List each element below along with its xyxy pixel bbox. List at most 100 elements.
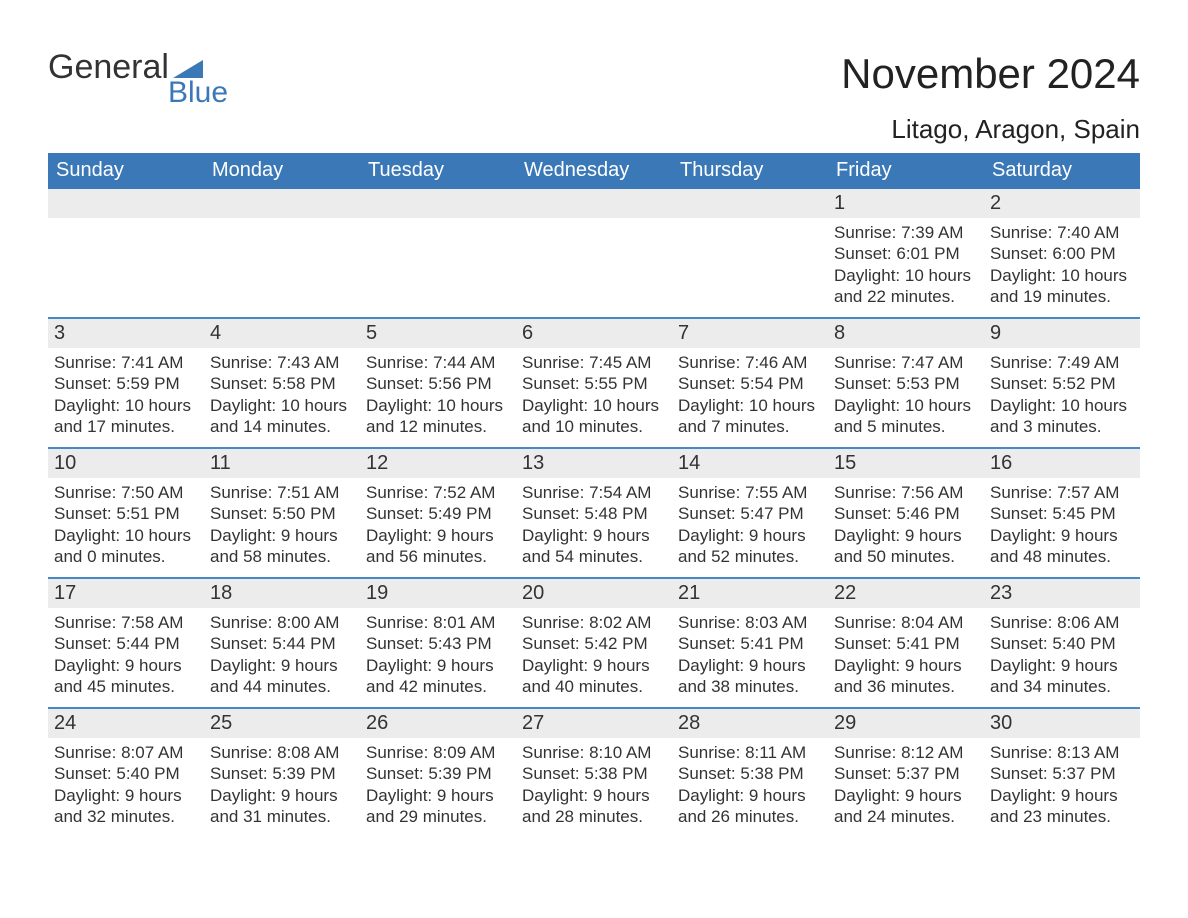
- daylight-line1: Daylight: 10 hours: [210, 395, 360, 416]
- day-details: Sunrise: 7:55 AMSunset: 5:47 PMDaylight:…: [672, 478, 828, 577]
- daylight-line2: and 52 minutes.: [678, 546, 828, 567]
- daylight-line2: and 36 minutes.: [834, 676, 984, 697]
- daylight-line2: and 10 minutes.: [522, 416, 672, 437]
- daylight-line1: Daylight: 10 hours: [834, 265, 984, 286]
- daylight-line1: Daylight: 9 hours: [54, 785, 204, 806]
- day-details: Sunrise: 8:07 AMSunset: 5:40 PMDaylight:…: [48, 738, 204, 837]
- daylight-line2: and 45 minutes.: [54, 676, 204, 697]
- sunrise-line: Sunrise: 7:44 AM: [366, 352, 516, 373]
- day-number: 30: [984, 709, 1140, 738]
- weeks-container: 12Sunrise: 7:39 AMSunset: 6:01 PMDayligh…: [48, 189, 1140, 837]
- sunset-line: Sunset: 5:40 PM: [990, 633, 1140, 654]
- day-details: Sunrise: 7:45 AMSunset: 5:55 PMDaylight:…: [516, 348, 672, 447]
- sunset-line: Sunset: 5:37 PM: [834, 763, 984, 784]
- sunset-line: Sunset: 5:59 PM: [54, 373, 204, 394]
- sunset-line: Sunset: 5:37 PM: [990, 763, 1140, 784]
- daylight-line2: and 26 minutes.: [678, 806, 828, 827]
- daylight-line2: and 34 minutes.: [990, 676, 1140, 697]
- daynum-bar: 24252627282930: [48, 709, 1140, 738]
- sunset-line: Sunset: 5:38 PM: [678, 763, 828, 784]
- sunset-line: Sunset: 5:55 PM: [522, 373, 672, 394]
- daynum-bar: 3456789: [48, 319, 1140, 348]
- sunset-line: Sunset: 5:39 PM: [366, 763, 516, 784]
- day-details: Sunrise: 7:57 AMSunset: 5:45 PMDaylight:…: [984, 478, 1140, 577]
- sunset-line: Sunset: 5:40 PM: [54, 763, 204, 784]
- daylight-line1: Daylight: 9 hours: [990, 655, 1140, 676]
- day-details: Sunrise: 7:49 AMSunset: 5:52 PMDaylight:…: [984, 348, 1140, 447]
- sunrise-line: Sunrise: 7:41 AM: [54, 352, 204, 373]
- day-number: 3: [48, 319, 204, 348]
- day-details: Sunrise: 7:47 AMSunset: 5:53 PMDaylight:…: [828, 348, 984, 447]
- dow-cell: Thursday: [672, 153, 828, 189]
- day-details: Sunrise: 7:51 AMSunset: 5:50 PMDaylight:…: [204, 478, 360, 577]
- day-number: 7: [672, 319, 828, 348]
- daylight-line1: Daylight: 10 hours: [678, 395, 828, 416]
- day-number: 11: [204, 449, 360, 478]
- week-row: 24252627282930Sunrise: 8:07 AMSunset: 5:…: [48, 707, 1140, 837]
- sunset-line: Sunset: 6:00 PM: [990, 243, 1140, 264]
- daylight-line1: Daylight: 9 hours: [54, 655, 204, 676]
- sunset-line: Sunset: 5:46 PM: [834, 503, 984, 524]
- day-of-week-header: SundayMondayTuesdayWednesdayThursdayFrid…: [48, 153, 1140, 189]
- details-bar: Sunrise: 8:07 AMSunset: 5:40 PMDaylight:…: [48, 738, 1140, 837]
- day-number: 16: [984, 449, 1140, 478]
- daylight-line1: Daylight: 10 hours: [54, 525, 204, 546]
- brand-logo: General Blue: [48, 50, 228, 108]
- title-block: November 2024 Litago, Aragon, Spain: [841, 50, 1140, 145]
- sunset-line: Sunset: 5:44 PM: [210, 633, 360, 654]
- sunrise-line: Sunrise: 8:11 AM: [678, 742, 828, 763]
- daynum-bar: 10111213141516: [48, 449, 1140, 478]
- day-number: [48, 189, 204, 218]
- day-details: Sunrise: 8:11 AMSunset: 5:38 PMDaylight:…: [672, 738, 828, 837]
- sunset-line: Sunset: 5:52 PM: [990, 373, 1140, 394]
- sunrise-line: Sunrise: 7:50 AM: [54, 482, 204, 503]
- dow-cell: Friday: [828, 153, 984, 189]
- sunset-line: Sunset: 5:47 PM: [678, 503, 828, 524]
- daylight-line2: and 42 minutes.: [366, 676, 516, 697]
- daylight-line1: Daylight: 9 hours: [522, 655, 672, 676]
- day-details: Sunrise: 7:43 AMSunset: 5:58 PMDaylight:…: [204, 348, 360, 447]
- sunrise-line: Sunrise: 7:49 AM: [990, 352, 1140, 373]
- daylight-line1: Daylight: 10 hours: [834, 395, 984, 416]
- sunrise-line: Sunrise: 7:57 AM: [990, 482, 1140, 503]
- day-number: 27: [516, 709, 672, 738]
- daylight-line1: Daylight: 9 hours: [210, 785, 360, 806]
- day-number: 26: [360, 709, 516, 738]
- sunrise-line: Sunrise: 7:39 AM: [834, 222, 984, 243]
- day-number: 14: [672, 449, 828, 478]
- sunset-line: Sunset: 5:39 PM: [210, 763, 360, 784]
- sunrise-line: Sunrise: 7:45 AM: [522, 352, 672, 373]
- day-number: [360, 189, 516, 218]
- daylight-line2: and 7 minutes.: [678, 416, 828, 437]
- sunrise-line: Sunrise: 7:47 AM: [834, 352, 984, 373]
- daylight-line2: and 48 minutes.: [990, 546, 1140, 567]
- sunrise-line: Sunrise: 8:12 AM: [834, 742, 984, 763]
- day-number: 29: [828, 709, 984, 738]
- daylight-line2: and 31 minutes.: [210, 806, 360, 827]
- day-details: [672, 218, 828, 317]
- sunset-line: Sunset: 5:38 PM: [522, 763, 672, 784]
- brand-name-part2: Blue: [168, 78, 228, 108]
- daylight-line2: and 17 minutes.: [54, 416, 204, 437]
- details-bar: Sunrise: 7:58 AMSunset: 5:44 PMDaylight:…: [48, 608, 1140, 707]
- day-details: Sunrise: 8:00 AMSunset: 5:44 PMDaylight:…: [204, 608, 360, 707]
- sunrise-line: Sunrise: 8:04 AM: [834, 612, 984, 633]
- day-details: Sunrise: 7:50 AMSunset: 5:51 PMDaylight:…: [48, 478, 204, 577]
- sunrise-line: Sunrise: 7:46 AM: [678, 352, 828, 373]
- daylight-line2: and 19 minutes.: [990, 286, 1140, 307]
- daylight-line1: Daylight: 9 hours: [210, 655, 360, 676]
- day-number: 19: [360, 579, 516, 608]
- daylight-line2: and 24 minutes.: [834, 806, 984, 827]
- sunset-line: Sunset: 5:42 PM: [522, 633, 672, 654]
- topbar: General Blue November 2024 Litago, Arago…: [48, 50, 1140, 145]
- sunrise-line: Sunrise: 8:03 AM: [678, 612, 828, 633]
- daylight-line2: and 38 minutes.: [678, 676, 828, 697]
- sunset-line: Sunset: 6:01 PM: [834, 243, 984, 264]
- day-number: 28: [672, 709, 828, 738]
- day-number: 6: [516, 319, 672, 348]
- sunrise-line: Sunrise: 7:56 AM: [834, 482, 984, 503]
- daylight-line2: and 32 minutes.: [54, 806, 204, 827]
- dow-cell: Tuesday: [360, 153, 516, 189]
- calendar: SundayMondayTuesdayWednesdayThursdayFrid…: [48, 153, 1140, 837]
- day-number: 15: [828, 449, 984, 478]
